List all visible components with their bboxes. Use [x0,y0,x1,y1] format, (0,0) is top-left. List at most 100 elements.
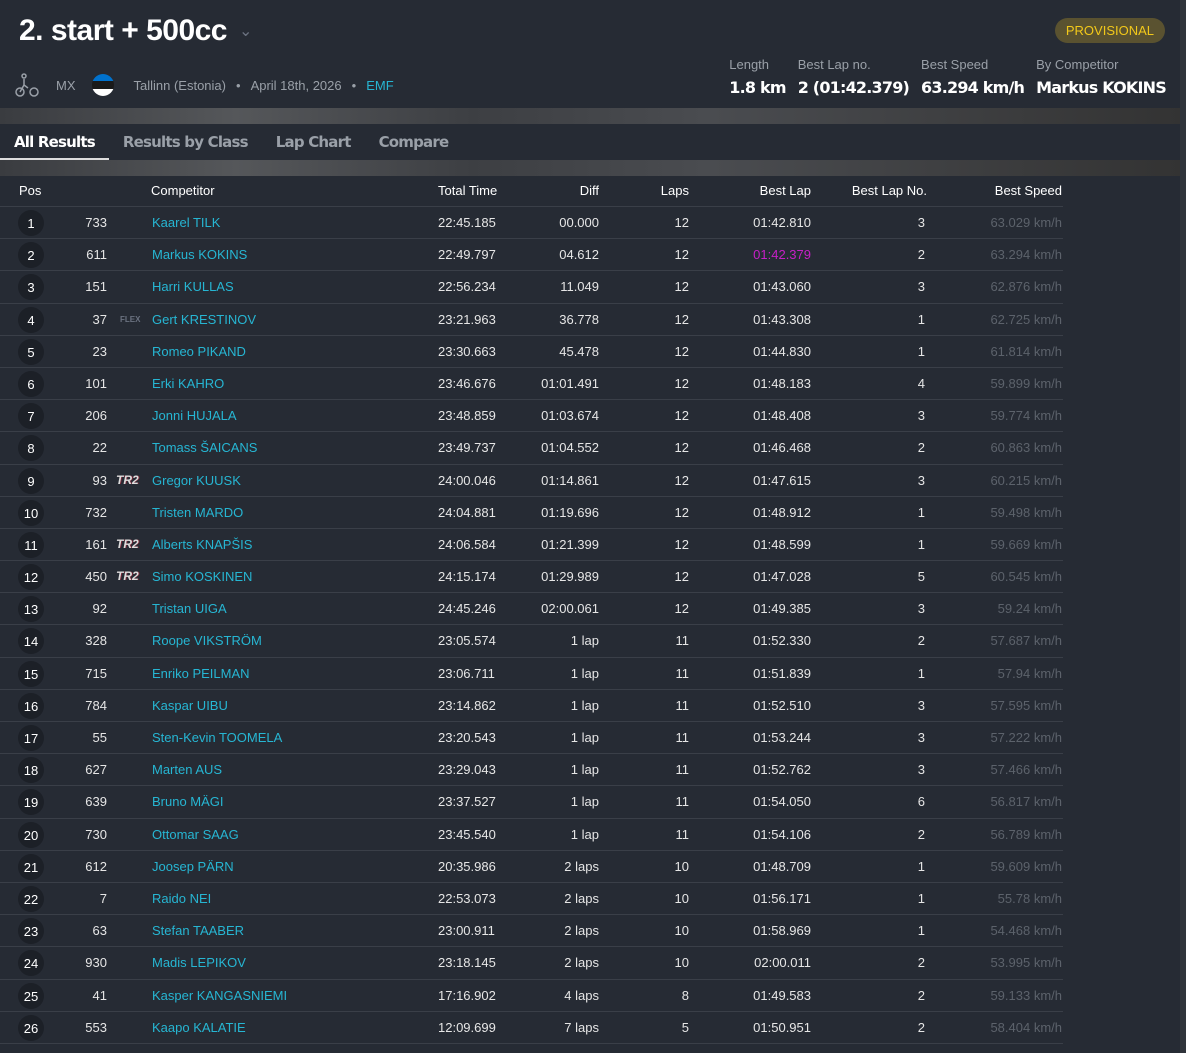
pos: 9 [18,467,44,494]
table-row: 4 37 FLEX Gert KRESTINOV 23:21.963 36.778 12 01… [0,304,1063,336]
diff: 01:21.399 [541,536,599,552]
col-pos[interactable]: Pos [19,183,42,198]
table-row: 13 92 Tristan UIGA 24:45.246 02:00.061 12 01:4… [0,593,1063,626]
total-time: 23:37.527 [438,794,496,810]
title-bar: 2. start + 500cc ⌄ [19,14,252,48]
race-number: 93 [92,472,107,488]
laps: 12 [674,601,689,617]
competitor-name[interactable]: Ottomar SAAG [152,826,239,842]
col-diff[interactable]: Diff [579,183,599,198]
competitor-name[interactable]: Kaapo KALATIE [152,1019,246,1035]
pos: 5 [18,338,44,365]
pos: 11 [18,531,44,558]
tab-compare[interactable]: Compare [378,133,450,151]
tab-lap-chart[interactable]: Lap Chart [275,133,352,151]
best-lap: 01:53.244 [753,730,811,745]
table-row: 18 627 Marten AUS 23:29.043 1 lap 11 01:52.762… [0,754,1063,787]
race-number: 37 [92,311,107,327]
best-speed: 60.215 km/h [990,472,1062,488]
competitor-name[interactable]: Alberts KNAPŠIS [152,536,253,552]
competitor-name[interactable]: Gregor KUUSK [152,472,241,488]
total-time: 23:21.963 [438,311,496,327]
race-number: 161 [85,536,107,552]
pos: 20 [18,821,44,848]
total-time: 22:56.234 [438,279,496,295]
competitor-name[interactable]: Romeo PIKAND [152,343,246,359]
competitor-name[interactable]: Kaarel TILK [152,215,221,230]
competitor-name[interactable]: Roope VIKSTRÖM [152,633,262,649]
best-speed: 59.24 km/h [997,601,1062,617]
best-speed: 59.609 km/h [990,858,1062,874]
race-number: 206 [85,408,107,424]
best-speed: 60.863 km/h [990,440,1062,456]
competitor-name[interactable]: Kaspar UIBU [152,697,228,713]
best-lap: 01:58.969 [753,923,811,939]
table-row: 11 161 TR2 Alberts KNAPŠIS 24:06.584 01:21.39… [0,529,1063,562]
diff: 01:03.674 [541,408,599,424]
total-time: 24:45.246 [438,601,496,617]
diff: 4 laps [564,987,599,1003]
competitor-name[interactable]: Sten-Kevin TOOMELA [152,730,283,745]
diff: 1 lap [570,794,599,810]
best-lap-no: 1 [917,923,925,939]
competitor-name[interactable]: Joosep PÄRN [152,858,234,874]
pos: 21 [18,853,44,880]
competitor-name[interactable]: Marten AUS [152,762,223,778]
tab-all-results[interactable]: All Results [0,124,109,160]
race-number: 55 [92,730,107,745]
best-speed: 62.876 km/h [990,279,1062,295]
competitor-name[interactable]: Tristan UIGA [152,601,227,617]
race-number: 715 [85,665,107,681]
tab-results-by-class[interactable]: Results by Class [122,133,249,151]
competitor-name[interactable]: Enriko PEILMAN [152,665,250,681]
event-meta: MX Tallinn (Estonia) • April 18th, 2026 … [14,72,394,98]
competitor-name[interactable]: Gert KRESTINOV [152,311,257,327]
organizer-link[interactable]: EMF [366,77,394,93]
best-speed: 63.294 km/h [990,247,1062,263]
race-number: 930 [85,955,107,971]
competitor-name[interactable]: Markus KOKINS [152,247,248,263]
laps: 8 [681,987,689,1003]
col-total-time[interactable]: Total Time [438,183,498,198]
laps: 12 [674,279,689,295]
diff: 1 lap [570,762,599,778]
best-lap: 02:00.011 [754,955,811,971]
competitor-name[interactable]: Stefan TAABER [152,923,245,939]
laps: 12 [674,472,689,488]
competitor-name[interactable]: Jonni HUJALA [152,408,237,424]
best-speed: 57.687 km/h [990,633,1062,649]
race-number: 63 [92,923,107,939]
col-best-lap-no[interactable]: Best Lap No. [851,183,927,198]
competitor-name[interactable]: Tristen MARDO [152,504,244,520]
col-best-lap[interactable]: Best Lap [759,183,811,198]
decorative-band [0,108,1180,126]
location: Tallinn (Estonia) [133,77,227,93]
best-lap-no: 3 [917,215,925,230]
competitor-name[interactable]: Raido NEI [152,890,212,906]
best-lap: 01:42.810 [753,215,811,230]
competitor-name[interactable]: Kasper KANGASNIEMI [152,987,288,1003]
best-lap-no: 1 [917,504,925,520]
competitor-name[interactable]: Harri KULLAS [152,279,234,295]
col-best-speed[interactable]: Best Speed [994,183,1062,198]
competitor-name[interactable]: Bruno MÄGI [152,794,224,810]
scrollbar[interactable] [1180,0,1186,1053]
diff: 01:19.696 [541,504,599,520]
competitor-name[interactable]: Erki KAHRO [152,375,225,391]
col-competitor[interactable]: Competitor [151,183,215,198]
total-time: 23:00.911 [438,923,495,939]
pos: 10 [18,499,44,526]
total-time: 23:29.043 [438,762,496,778]
pos: 4 [18,306,44,333]
diff: 2 laps [564,955,599,971]
competitor-name[interactable]: Simo KOSKINEN [152,569,253,585]
chevron-down-icon[interactable]: ⌄ [239,23,253,40]
competitor-name[interactable]: Madis LEPIKOV [152,955,246,971]
table-row: 21 612 Joosep PÄRN 20:35.986 2 laps 10 01:48.7… [0,851,1063,883]
competitor-name[interactable]: Tomass ŠAICANS [152,440,258,456]
best-lap: 01:50.951 [753,1019,811,1035]
total-time: 23:49.737 [438,440,496,456]
table-row: 26 553 Kaapo KALATIE 12:09.699 7 laps 5 01:50.… [0,1012,1063,1044]
col-laps[interactable]: Laps [660,183,689,198]
best-speed: 57.222 km/h [990,730,1062,745]
